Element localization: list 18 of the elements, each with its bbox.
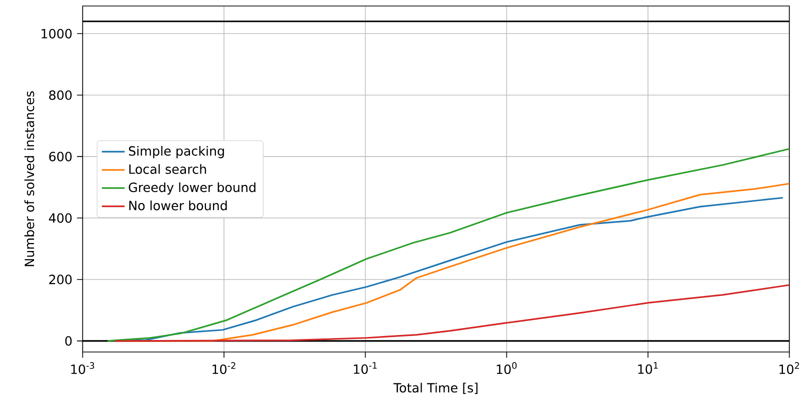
y-tick-label: 400 xyxy=(48,213,72,223)
y-axis-title: Number of solved instances xyxy=(24,91,34,266)
y-tick-label: 200 xyxy=(49,274,72,284)
y-tick-label: 0 xyxy=(65,336,72,346)
legend-label: Local search xyxy=(129,164,206,174)
legend-label: Simple packing xyxy=(128,146,224,158)
x-tick-label: 10$^{-1}$ xyxy=(354,362,377,374)
x-tick-label: 10$^{2}$ xyxy=(780,362,799,374)
legend-label: No lower bound xyxy=(129,200,227,210)
x-tick-label: 10$^{-2}$ xyxy=(212,362,236,374)
x-axis-title: Total Time [s] xyxy=(393,382,478,394)
x-tick-label: 10$^{1}$ xyxy=(638,362,658,374)
y-tick-label: 800 xyxy=(49,90,72,100)
x-tick-label: 10$^{-3}$ xyxy=(71,362,94,374)
legend-label: Greedy lower bound xyxy=(128,182,256,195)
y-tick-label: 600 xyxy=(49,152,72,162)
y-tick-label: 1000 xyxy=(42,28,72,38)
x-tick-label: 10$^{0}$ xyxy=(496,362,517,374)
